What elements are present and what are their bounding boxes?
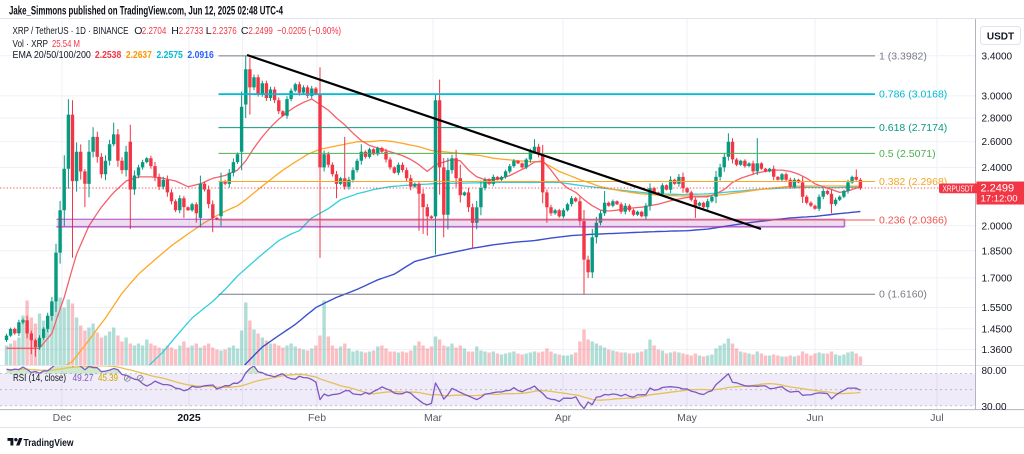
svg-text:2.2376: 2.2376 <box>212 25 237 37</box>
svg-text:1.4500: 1.4500 <box>982 324 1013 335</box>
svg-text:3.4000: 3.4000 <box>982 51 1013 62</box>
svg-text:2.4000: 2.4000 <box>982 163 1013 174</box>
svg-text:Apr: Apr <box>555 412 572 424</box>
svg-text:⊘: ⊘ <box>123 374 131 385</box>
svg-text:0.786 (3.0168): 0.786 (3.0168) <box>879 89 947 101</box>
svg-text:0.236 (2.0366): 0.236 (2.0366) <box>879 215 947 227</box>
svg-text:Vol · XRP: Vol · XRP <box>13 38 49 50</box>
svg-text:0.618 (2.7174): 0.618 (2.7174) <box>879 122 947 134</box>
svg-text:2.8000: 2.8000 <box>982 114 1013 125</box>
svg-text:2.2538: 2.2538 <box>95 49 122 61</box>
svg-text:C: C <box>241 25 249 37</box>
svg-text:L: L <box>206 25 212 37</box>
svg-text:1.5500: 1.5500 <box>982 303 1013 314</box>
svg-text:17:12:00: 17:12:00 <box>981 194 1018 205</box>
svg-text:−0.0205 (−0.90%): −0.0205 (−0.90%) <box>277 25 341 37</box>
svg-text:Mar: Mar <box>424 412 443 424</box>
svg-text:USDT: USDT <box>987 32 1014 43</box>
svg-text:2.0916: 2.0916 <box>187 49 214 61</box>
svg-text:2.2499: 2.2499 <box>981 183 1015 195</box>
svg-text:Jake_Simmons published on Trad: Jake_Simmons published on TradingView.co… <box>9 6 283 18</box>
svg-text:2.2637: 2.2637 <box>126 49 152 61</box>
svg-text:2.0000: 2.0000 <box>982 221 1013 232</box>
svg-text:Jul: Jul <box>930 412 943 424</box>
svg-text:1 (3.3982): 1 (3.3982) <box>879 50 927 62</box>
svg-text:25.54 M: 25.54 M <box>52 38 80 50</box>
svg-text:Dec: Dec <box>53 412 72 424</box>
svg-text:30.00: 30.00 <box>982 402 1007 413</box>
svg-text:80.00: 80.00 <box>982 366 1007 377</box>
svg-text:1.3600: 1.3600 <box>982 345 1013 356</box>
svg-text:0.382 (2.2968): 0.382 (2.2968) <box>879 176 947 188</box>
svg-text:2.2499: 2.2499 <box>248 25 273 37</box>
svg-text:0.5 (2.5071): 0.5 (2.5071) <box>879 148 936 160</box>
svg-text:3.0000: 3.0000 <box>982 91 1013 102</box>
svg-text:2.6000: 2.6000 <box>982 137 1013 148</box>
svg-text:2025: 2025 <box>177 412 201 424</box>
svg-text:⊘: ⊘ <box>136 374 144 385</box>
svg-text:Jun: Jun <box>807 412 824 424</box>
svg-text:May: May <box>677 412 698 424</box>
svg-text:RSI (14, close): RSI (14, close) <box>13 372 66 384</box>
svg-text:H: H <box>171 25 179 37</box>
svg-text:49.27: 49.27 <box>73 372 94 384</box>
svg-text:TradingView: TradingView <box>24 437 75 449</box>
svg-text:2.2575: 2.2575 <box>157 49 183 61</box>
svg-text:2.2704: 2.2704 <box>142 25 167 37</box>
svg-text:O: O <box>134 25 142 37</box>
svg-text:2.2733: 2.2733 <box>179 25 204 37</box>
svg-text:45.39: 45.39 <box>98 372 118 384</box>
svg-text:EMA 20/50/100/200: EMA 20/50/100/200 <box>13 49 92 61</box>
svg-text:0 (1.6160): 0 (1.6160) <box>879 289 927 301</box>
svg-text:XRP / TetherUS · 1D · BINANCE: XRP / TetherUS · 1D · BINANCE <box>13 25 129 37</box>
svg-text:Feb: Feb <box>308 412 326 424</box>
svg-text:1.8500: 1.8500 <box>982 246 1013 257</box>
svg-text:XRPUSDT: XRPUSDT <box>943 183 974 193</box>
svg-text:1.7000: 1.7000 <box>982 273 1013 284</box>
